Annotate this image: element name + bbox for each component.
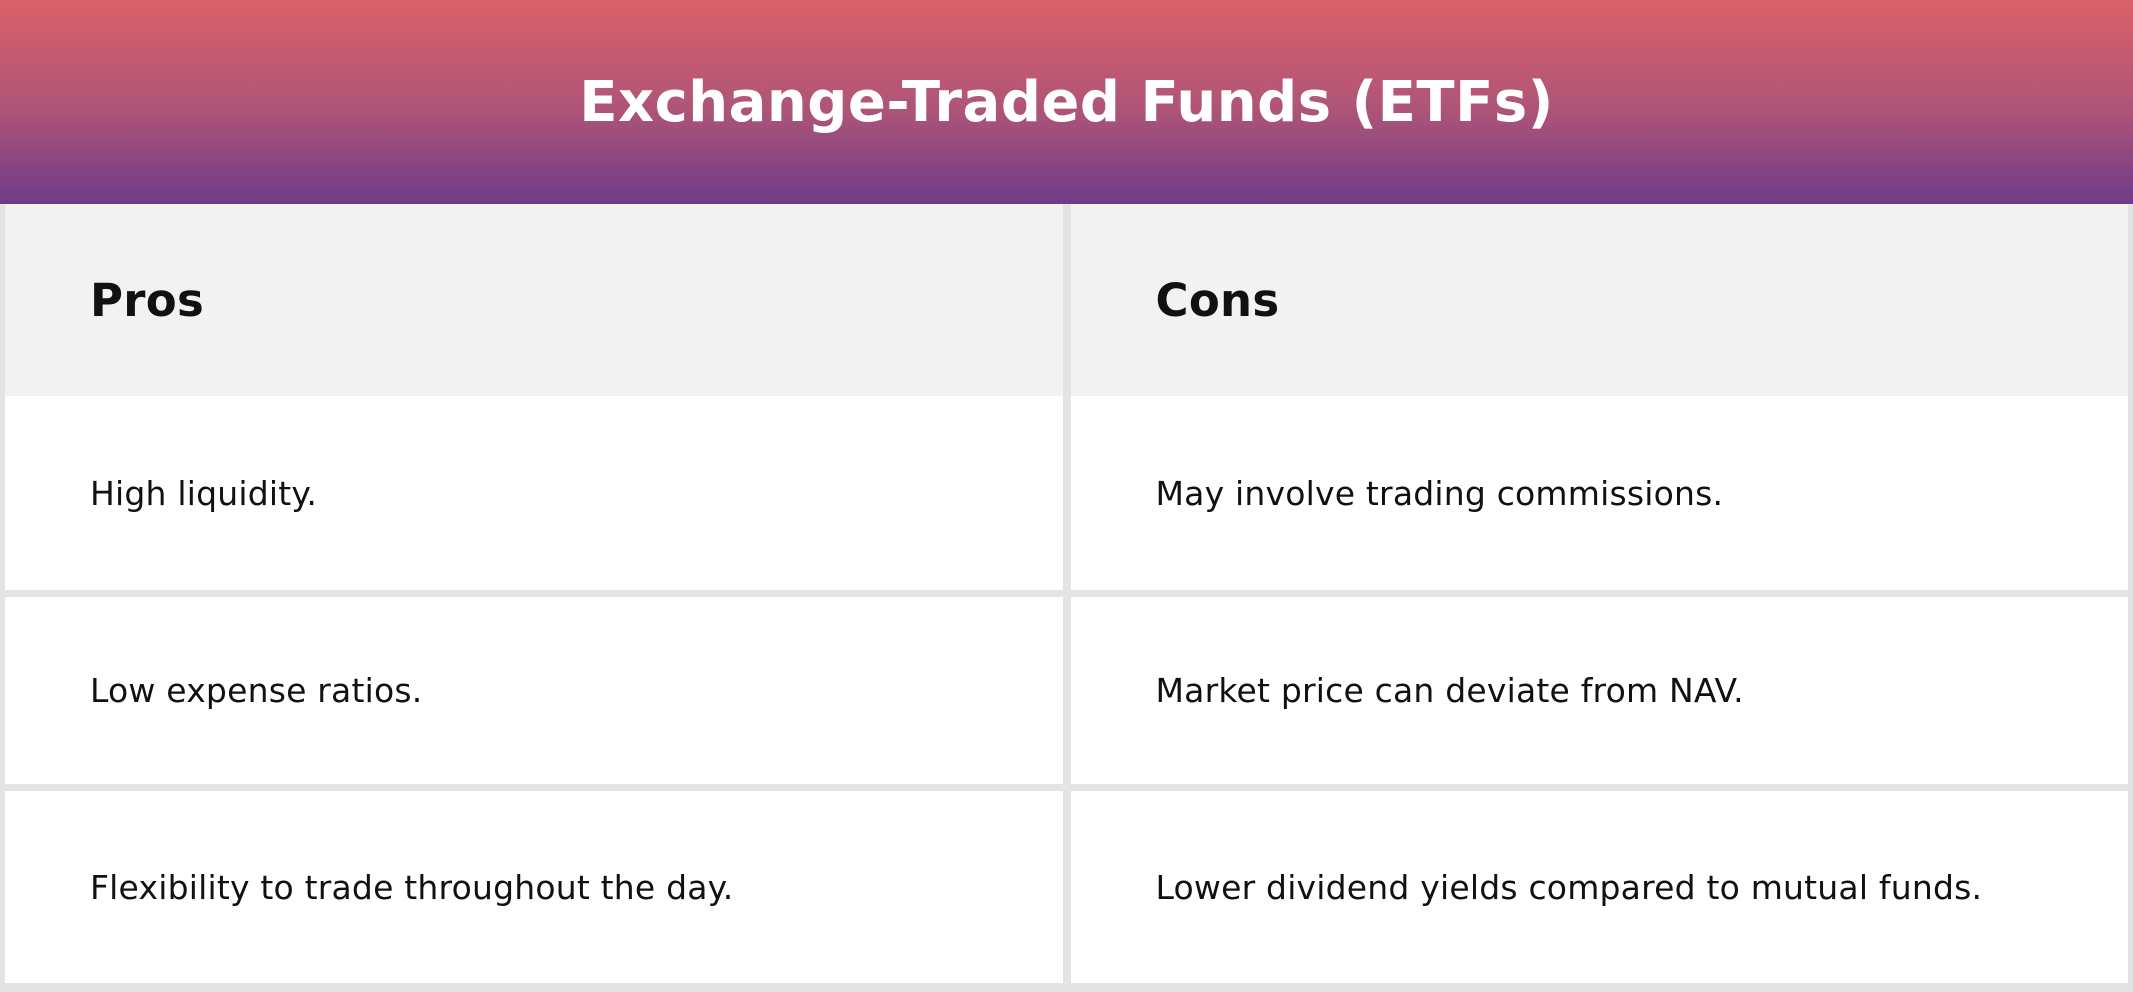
table-row: High liquidity. May involve trading comm…	[5, 396, 2128, 590]
cons-header-cell: Cons	[1070, 204, 2128, 396]
cons-header-label: Cons	[1155, 273, 1280, 327]
cons-cell-2: Market price can deviate from NAV.	[1070, 597, 2128, 784]
pros-cell-2: Low expense ratios.	[5, 597, 1063, 784]
pros-cell-3: Flexibility to trade throughout the day.	[5, 791, 1063, 983]
table-row: Low expense ratios. Market price can dev…	[5, 597, 2128, 784]
pros-item-2: Low expense ratios.	[90, 671, 423, 710]
table-row: Flexibility to trade throughout the day.…	[5, 791, 2128, 983]
table-header-row: Pros Cons	[5, 204, 2128, 396]
cons-item-2: Market price can deviate from NAV.	[1155, 671, 1744, 710]
cons-cell-1: May involve trading commissions.	[1070, 396, 2128, 590]
pros-item-1: High liquidity.	[90, 473, 318, 513]
pros-header-cell: Pros	[5, 204, 1063, 396]
cons-item-1: May involve trading commissions.	[1155, 473, 1724, 513]
pros-cons-table: Pros Cons High liquidity. May involve tr…	[0, 204, 2133, 992]
pros-cell-1: High liquidity.	[5, 396, 1063, 590]
cons-item-3: Lower dividend yields compared to mutual…	[1155, 867, 1983, 907]
pros-header-label: Pros	[90, 273, 205, 327]
cons-cell-3: Lower dividend yields compared to mutual…	[1070, 791, 2128, 983]
pros-item-3: Flexibility to trade throughout the day.	[90, 867, 734, 907]
page-title: Exchange-Traded Funds (ETFs)	[579, 69, 1554, 135]
title-banner: Exchange-Traded Funds (ETFs)	[0, 0, 2133, 204]
